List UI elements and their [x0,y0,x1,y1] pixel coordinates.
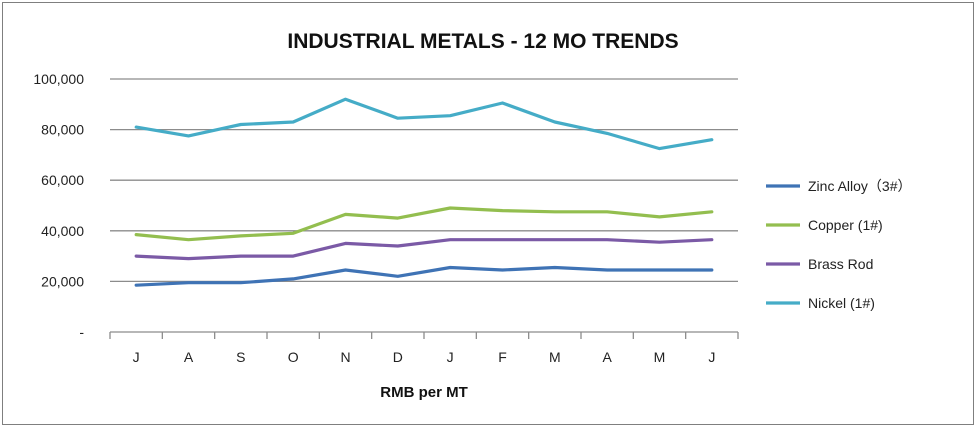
x-tick-label: M [654,349,666,365]
x-tick-label: O [288,349,299,365]
y-axis: - 20,000 40,000 60,000 80,000 100,000 [33,71,84,340]
series-line [134,238,714,261]
series-line [134,265,714,287]
series-line [134,206,714,242]
x-tick-label: N [340,349,350,365]
x-tick-label: F [498,349,507,365]
y-tick-label: 80,000 [41,122,84,138]
x-tick-label: S [236,349,245,365]
series-line [134,97,714,151]
legend: Zinc Alloy（3#） Copper (1#) Brass Rod Nickel… [766,178,911,311]
legend-label: Copper (1#) [808,217,883,233]
legend-label: Brass Rod [808,256,873,272]
x-tick-label: J [708,349,715,365]
y-tick-label: 60,000 [41,172,84,188]
x-tick-label: M [549,349,561,365]
legend-label: Zinc Alloy（3#） [808,178,911,194]
series-lines [134,97,714,287]
x-axis-label: RMB per MT [380,384,468,401]
legend-label: Nickel (1#) [808,295,875,311]
chart-frame [2,2,974,425]
y-tick-label: - [79,324,84,340]
x-tick-label: J [133,349,140,365]
x-tick-label: D [393,349,403,365]
x-tick-label: A [602,349,612,365]
y-tick-label: 100,000 [33,71,84,87]
y-tick-label: 20,000 [41,273,84,289]
x-tick-label: A [184,349,194,365]
x-tick-label: J [447,349,454,365]
y-tick-label: 40,000 [41,223,84,239]
grid-lines [110,78,738,283]
chart-title: INDUSTRIAL METALS - 12 MO TRENDS [287,30,678,53]
